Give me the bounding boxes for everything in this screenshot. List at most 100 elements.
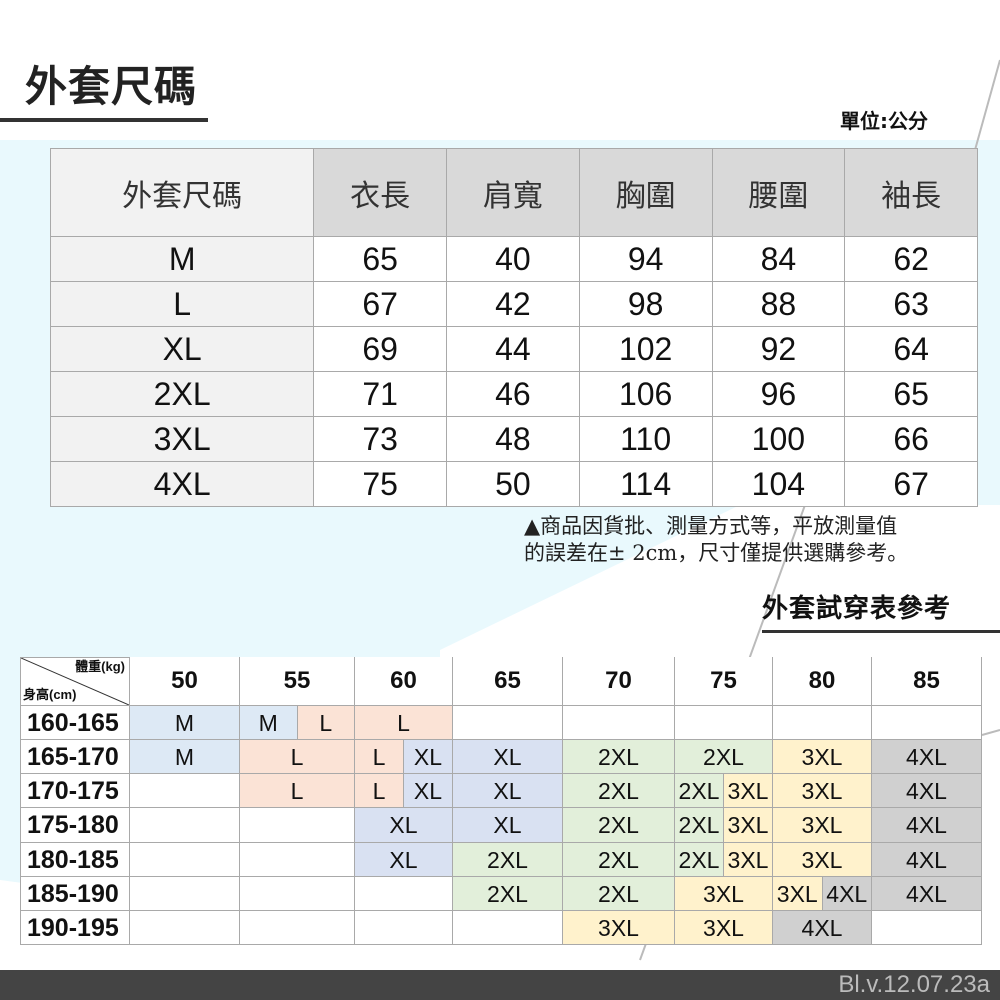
column-header: 衣長: [313, 148, 448, 237]
size-recommendation-cell: [130, 911, 240, 945]
size-recommendation-cell: [130, 808, 240, 843]
title-underline: [0, 118, 208, 122]
measurement-cell: 46: [446, 371, 580, 417]
size-recommendation-cell: [872, 911, 982, 945]
size-recommendation-cell: [130, 774, 240, 808]
column-header: 胸圍: [578, 148, 713, 237]
size-label: L: [49, 281, 315, 327]
size-table-body: M 65 40 94 84 62 L 67 42 98 88 63 XL 69 44 102 92 64 2XL 71…: [49, 236, 978, 507]
measurement-cell: 50: [446, 461, 580, 507]
height-range-label: 165-170: [20, 740, 130, 774]
size-recommendation-cell: 2XL: [563, 877, 675, 911]
fit-table-corner: 體重(kg) 身高(cm): [20, 657, 130, 706]
size-recommendation-cell: 2XL: [453, 877, 563, 911]
measurement-cell: 96: [711, 371, 846, 417]
weight-header: 85: [872, 657, 982, 706]
size-recommendation-cell: [130, 843, 240, 877]
measurement-cell: 63: [844, 281, 978, 327]
size-recommendation-cell: 2XL: [563, 843, 675, 877]
size-recommendation-cell: [130, 877, 240, 911]
size-label: M: [49, 236, 315, 282]
size-recommendation-cell: [453, 911, 563, 945]
size-recommendation-cell: XL: [453, 774, 563, 808]
size-recommendation-cell: M: [130, 706, 240, 740]
weight-header: 80: [773, 657, 872, 706]
size-recommendation-cell: L: [355, 740, 404, 774]
table-row: 2XL 71 46 106 96 65: [49, 371, 978, 417]
fit-table-title: 外套試穿表參考: [762, 594, 952, 624]
measurement-cell: 44: [446, 326, 580, 372]
height-range-label: 190-195: [20, 911, 130, 945]
table-row: 3XL 73 48 110 100 66: [49, 416, 978, 462]
measurement-cell: 65: [844, 371, 978, 417]
weight-header: 55: [240, 657, 355, 706]
footer-bar: Bl.v.12.07.23a: [0, 970, 1000, 1000]
height-range-label: 170-175: [20, 774, 130, 808]
weight-header: 65: [453, 657, 563, 706]
page-title: 外套尺碼: [25, 62, 198, 111]
size-label: 4XL: [49, 461, 315, 507]
size-label: 3XL: [49, 416, 315, 462]
size-recommendation-cell: 2XL: [563, 774, 675, 808]
size-recommendation-cell: L: [355, 774, 404, 808]
weight-header: 70: [563, 657, 675, 706]
fit-title-underline: [762, 630, 1000, 633]
size-recommendation-cell: [773, 706, 872, 740]
measurement-cell: 94: [578, 236, 713, 282]
size-recommendation-cell: XL: [404, 774, 453, 808]
size-recommendation-cell: 4XL: [872, 740, 982, 774]
height-range-label: 180-185: [20, 843, 130, 877]
size-recommendation-cell: 3XL: [675, 911, 773, 945]
measurement-cell: 84: [711, 236, 846, 282]
weight-header: 60: [355, 657, 453, 706]
column-header: 腰圍: [711, 148, 846, 237]
size-recommendation-cell: 3XL: [773, 740, 872, 774]
size-recommendation-cell: 3XL: [773, 808, 872, 843]
size-recommendation-cell: L: [240, 740, 355, 774]
measurement-cell: 106: [578, 371, 713, 417]
size-recommendation-cell: 2XL: [675, 808, 724, 843]
measurement-cell: 48: [446, 416, 580, 462]
size-recommendation-cell: 2XL: [675, 843, 724, 877]
weight-axis-label: 體重(kg): [75, 659, 125, 674]
table-row: M 65 40 94 84 62: [49, 236, 978, 282]
measurement-cell: 67: [844, 461, 978, 507]
footer-code: Bl.v.12.07.23a: [838, 971, 990, 998]
size-recommendation-cell: [240, 877, 355, 911]
measurement-cell: 71: [313, 371, 448, 417]
size-recommendation-cell: 3XL: [724, 774, 773, 808]
size-recommendation-cell: 3XL: [773, 877, 823, 911]
height-range-label: 175-180: [20, 808, 130, 843]
size-recommendation-cell: 3XL: [724, 808, 773, 843]
size-recommendation-cell: 2XL: [675, 740, 773, 774]
size-recommendation-cell: 3XL: [724, 843, 773, 877]
size-recommendation-cell: 3XL: [773, 843, 872, 877]
size-recommendation-cell: [355, 877, 453, 911]
size-label: XL: [49, 326, 315, 372]
measurement-cell: 88: [711, 281, 846, 327]
size-recommendation-cell: L: [240, 774, 355, 808]
size-recommendation-cell: 4XL: [773, 911, 872, 945]
size-recommendation-cell: 3XL: [563, 911, 675, 945]
size-recommendation-cell: 4XL: [872, 843, 982, 877]
size-recommendation-cell: [872, 706, 982, 740]
size-table: 外套尺碼 衣長 肩寬 胸圍 腰圍 袖長 M 65 40 94 84 62 L 67 42 98 88 63 XL 6…: [49, 148, 978, 507]
height-range-label: 160-165: [20, 706, 130, 740]
measurement-cell: 42: [446, 281, 580, 327]
height-axis-label: 身高(cm): [23, 687, 77, 702]
size-recommendation-cell: [240, 843, 355, 877]
measurement-cell: 75: [313, 461, 448, 507]
corner-diagonal: [21, 658, 129, 705]
column-header: 肩寬: [446, 148, 580, 237]
size-recommendation-cell: [563, 706, 675, 740]
size-label: 2XL: [49, 371, 315, 417]
size-recommendation-cell: [675, 706, 773, 740]
measurement-cell: 104: [711, 461, 846, 507]
size-recommendation-cell: XL: [355, 808, 453, 843]
measurement-cell: 40: [446, 236, 580, 282]
size-recommendation-cell: XL: [453, 808, 563, 843]
size-recommendation-cell: M: [130, 740, 240, 774]
column-header: 外套尺碼: [49, 148, 315, 237]
size-recommendation-cell: 2XL: [675, 774, 724, 808]
height-range-label: 185-190: [20, 877, 130, 911]
